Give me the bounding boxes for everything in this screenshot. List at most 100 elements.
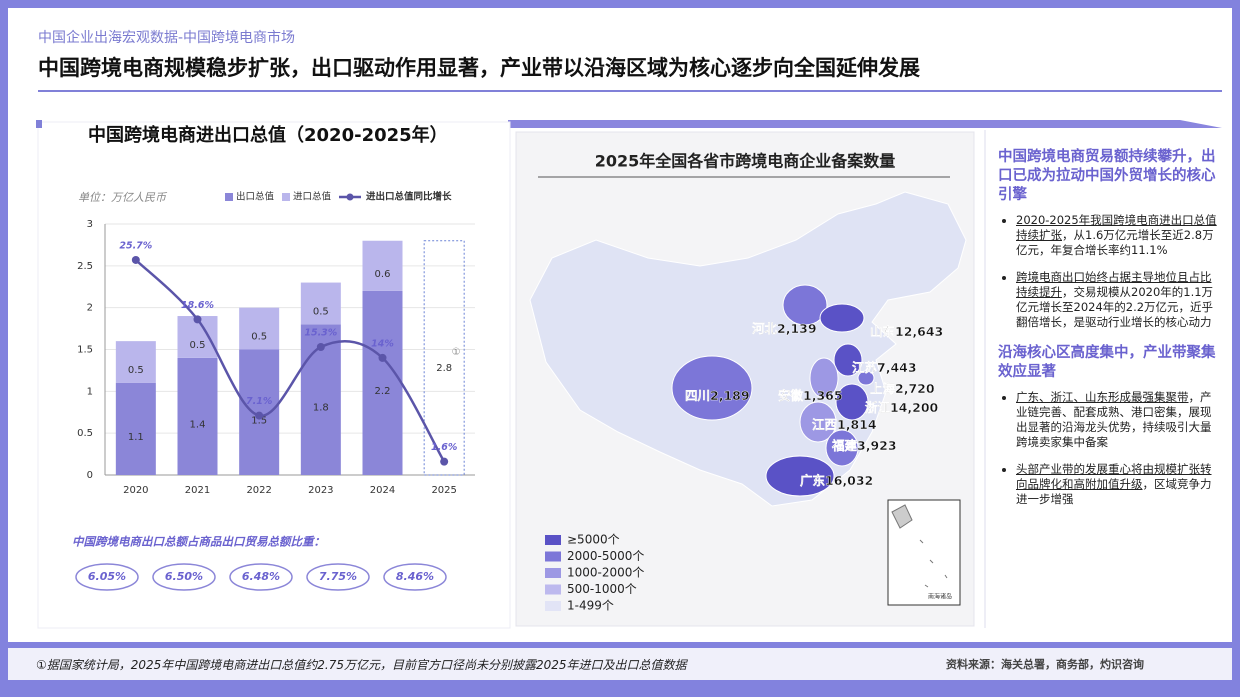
projection-bar bbox=[423, 240, 465, 476]
region-value: 2,189 bbox=[710, 388, 750, 403]
legend-swatch bbox=[545, 584, 561, 595]
region bbox=[835, 383, 869, 421]
unit-label: 单位：万亿人民币 bbox=[78, 191, 168, 204]
legend-swatch bbox=[282, 193, 290, 201]
insight-heading: 沿海核心区高度集中，产业带聚集效应显著 bbox=[998, 345, 1216, 380]
bullet-text: ，交易规模从2020年的1.1万亿元增长至2024年的2.2万亿元，近乎翻倍增长… bbox=[1016, 285, 1214, 329]
growth-label: 7.1% bbox=[246, 396, 272, 407]
y-tick-label: 1 bbox=[87, 386, 93, 397]
x-tick-label: 2020 bbox=[123, 485, 148, 496]
projection-note: ① bbox=[452, 347, 461, 358]
bullet-text: ，产业链完善、配套成熟、港口密集，展现出显著的沿海龙头优势，持续吸引大量跨境卖家… bbox=[1016, 390, 1212, 449]
insights: 中国跨境电商贸易额持续攀升，出口已成为拉动中国外贸增长的核心引擎 2020-202… bbox=[992, 148, 1220, 521]
bullet-list: 2020-2025年我国跨境电商进出口总值持续扩张，从1.6万亿元增长至近2.8… bbox=[992, 213, 1220, 330]
region-name: 山东 bbox=[870, 324, 896, 339]
region bbox=[782, 284, 828, 326]
region bbox=[825, 429, 859, 467]
footnote: ①据国家统计局，2025年中国跨境电商进出口总值约2.75万亿元，目前官方口径尚… bbox=[36, 658, 687, 672]
region-label: 上海2,720 bbox=[870, 381, 935, 396]
bullet: 2020-2025年我国跨境电商进出口总值持续扩张，从1.6万亿元增长至近2.8… bbox=[1016, 213, 1220, 258]
ratio-oval bbox=[229, 563, 293, 591]
ratio-oval bbox=[306, 563, 370, 591]
region-value: 1,814 bbox=[837, 417, 877, 432]
bar-segment bbox=[115, 382, 156, 475]
bar-segment bbox=[239, 307, 280, 350]
region bbox=[857, 370, 875, 386]
legend-label: 1000-2000个 bbox=[567, 566, 644, 580]
ratio-oval bbox=[383, 563, 447, 591]
x-tick-label: 2022 bbox=[246, 485, 271, 496]
y-tick-label: 0.5 bbox=[77, 428, 93, 439]
region-value: 2,720 bbox=[895, 381, 935, 396]
bar-segment bbox=[177, 357, 218, 475]
growth-label: 18.6% bbox=[181, 300, 214, 311]
region bbox=[671, 355, 753, 421]
bar-label: 0.5 bbox=[128, 365, 144, 376]
legend-swatch bbox=[225, 193, 233, 201]
region-label: 浙江14,200 bbox=[865, 400, 939, 415]
chart-title: 中国跨境电商进出口总值（2020-2025年） bbox=[88, 124, 448, 146]
inset-shape bbox=[891, 504, 948, 588]
region bbox=[799, 401, 837, 443]
region-name: 上海 bbox=[870, 381, 896, 396]
source: 资料来源：海关总署，商务部，灼识咨询 bbox=[946, 658, 1144, 671]
bar-label: 1.4 bbox=[190, 419, 206, 430]
legend-label: 2000-5000个 bbox=[567, 549, 644, 563]
legend-swatch bbox=[545, 535, 561, 545]
bullet-key: 2020-2025年我国跨境电商进出口总值持续扩张 bbox=[1016, 213, 1217, 242]
bar-segment bbox=[300, 282, 341, 325]
region-name: 江苏 bbox=[852, 360, 878, 375]
x-tick-label: 2025 bbox=[431, 485, 456, 496]
region-label: 江苏7,443 bbox=[852, 360, 917, 375]
china-outline bbox=[529, 191, 967, 507]
footer: ①据国家统计局，2025年中国跨境电商进出口总值约2.75万亿元，目前官方口径尚… bbox=[8, 648, 1232, 680]
bar-label: 0.5 bbox=[251, 332, 267, 343]
ratio-value: 7.75% bbox=[319, 570, 357, 583]
region-label: 四川2,189 bbox=[685, 388, 750, 403]
bar-label: 1.1 bbox=[128, 432, 144, 443]
region-name: 四川 bbox=[685, 388, 710, 403]
region-label: 福建3,923 bbox=[831, 438, 897, 453]
bullet-key: 广东、浙江、山东形成最强集聚带 bbox=[1016, 390, 1189, 404]
region-label: 广东16,032 bbox=[800, 473, 873, 488]
bullet-list: 广东、浙江、山东形成最强集聚带，产业链完善、配套成熟、港口密集，展现出显著的沿海… bbox=[992, 390, 1220, 507]
growth-label: 14% bbox=[371, 338, 394, 349]
region-label: 河北2,139 bbox=[752, 321, 817, 336]
legend-label: 进口总值 bbox=[293, 191, 332, 203]
projection-label: 2.8 bbox=[436, 363, 452, 374]
x-tick-label: 2023 bbox=[308, 485, 333, 496]
y-tick-label: 1.5 bbox=[77, 345, 93, 356]
region-name: 浙江 bbox=[865, 400, 891, 415]
y-tick-label: 2.5 bbox=[77, 261, 93, 272]
ratio-oval bbox=[152, 563, 216, 591]
region-value: 2,139 bbox=[777, 321, 817, 336]
region bbox=[765, 455, 835, 497]
slide-title: 中国跨境电商规模稳步扩张，出口驱动作用显著，产业带以沿海区域为核心逐步向全国延伸… bbox=[38, 56, 920, 80]
bar-chart: 中国跨境电商进出口总值（2020-2025年） 单位：万亿人民币 0 0.5 1 1.5 2… bbox=[77, 124, 475, 496]
ratio-title: 中国跨境电商出口总额占商品出口贸易总额比重： bbox=[72, 535, 325, 549]
region bbox=[809, 357, 839, 399]
ratio-value: 6.05% bbox=[88, 570, 126, 583]
legend-label: 进出口总值同比增长 bbox=[366, 191, 452, 203]
legend-label: 出口总值 bbox=[236, 191, 275, 203]
region-name: 广东 bbox=[800, 473, 826, 488]
growth-point bbox=[193, 315, 202, 324]
x-tick-label: 2021 bbox=[185, 485, 210, 496]
bullet: 跨境电商出口始终占据主导地位且占比持续提升，交易规模从2020年的1.1万亿元增… bbox=[1016, 270, 1220, 330]
ratio-oval bbox=[75, 563, 139, 591]
bullet-text: ，从1.6万亿元增长至近2.8万亿元，年复合增长率约11.1% bbox=[1016, 228, 1214, 257]
region-value: 1,365 bbox=[803, 388, 843, 403]
growth-label: 15.3% bbox=[304, 327, 337, 338]
region-label: 江西1,814 bbox=[812, 417, 877, 432]
legend-dot bbox=[346, 193, 354, 201]
bar-label: 0.5 bbox=[313, 306, 329, 317]
legend-swatch bbox=[545, 551, 561, 562]
legend-label: 500-1000个 bbox=[567, 582, 637, 596]
bar-label: 1.8 bbox=[313, 403, 329, 414]
region-value: 3,923 bbox=[857, 438, 897, 453]
ratio-value: 6.48% bbox=[242, 570, 280, 583]
bar-label: 2.2 bbox=[375, 386, 391, 397]
region-value: 7,443 bbox=[877, 360, 917, 375]
